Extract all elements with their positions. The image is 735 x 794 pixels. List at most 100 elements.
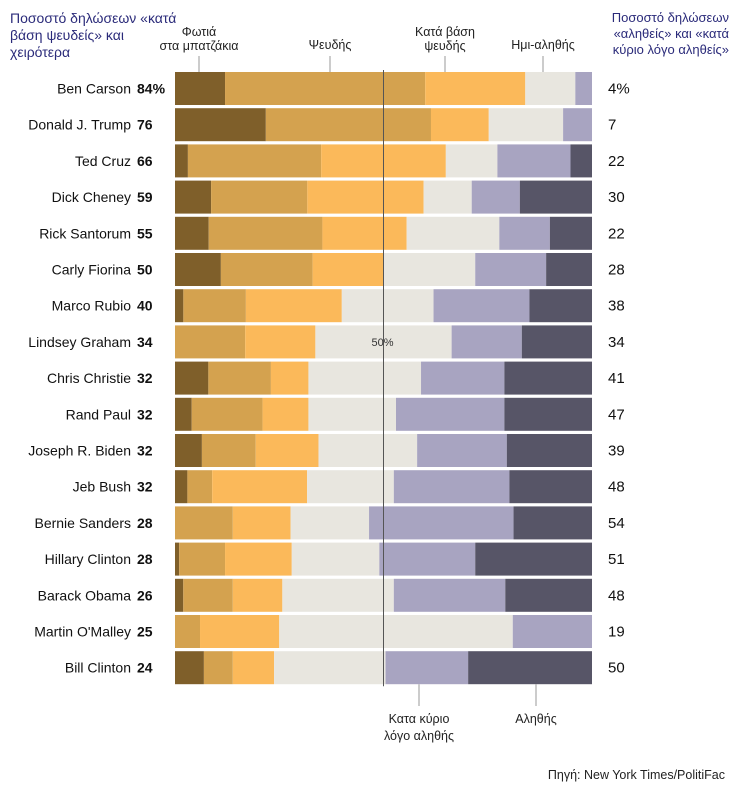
true-share-value: 7 [608, 117, 616, 134]
bar-segment [512, 615, 592, 648]
bar-segment [175, 72, 226, 105]
center-line-label: 50% [372, 337, 394, 349]
bar-segment [175, 361, 209, 395]
bar-segment [488, 108, 564, 142]
bar-segment [191, 397, 263, 431]
bar-segment [423, 180, 472, 214]
false-share-value: 84% [137, 81, 166, 97]
row-label: Barack Obama [38, 587, 132, 603]
bar-segment [312, 253, 384, 286]
bar-segment [433, 289, 530, 323]
bar-segment [383, 253, 476, 286]
true-share-value: 54 [608, 515, 625, 532]
bar-segment [379, 542, 476, 576]
bar-segment [509, 470, 592, 504]
bar-segment [175, 615, 201, 648]
false-share-value: 28 [137, 551, 153, 567]
row-label: Lindsey Graham [28, 334, 131, 350]
bar-segment [187, 144, 322, 178]
bar-segment [291, 542, 380, 576]
bar-segment [255, 434, 319, 467]
bar-segment [270, 361, 309, 395]
bar-segment [421, 361, 505, 395]
row-label: Jeb Bush [73, 479, 131, 495]
row-label: Rand Paul [66, 406, 131, 422]
false-share-value: 34 [137, 334, 153, 350]
false-share-value: 55 [137, 225, 153, 241]
bar-segment [201, 434, 256, 467]
bar-segment [279, 615, 513, 648]
bar-segment [570, 144, 592, 178]
row-label: Donald J. Trump [28, 117, 131, 133]
bar-segment [175, 144, 188, 178]
false-share-value: 40 [137, 298, 153, 314]
bar-segment [505, 578, 592, 612]
source-note: Πηγή: New York Times/PolitiFac [547, 768, 725, 782]
bar-segment [232, 506, 291, 540]
false-share-value: 32 [137, 406, 153, 422]
true-share-value: 48 [608, 479, 625, 496]
row-label: Ben Carson [57, 81, 131, 97]
bar-segment [445, 144, 498, 178]
true-share-value: 4% [608, 81, 630, 98]
bar-segment [245, 325, 316, 359]
left-column-title: Ποσοστό δηλώσεων «κατά βάση ψευδείς» και… [10, 10, 177, 60]
bar-segment [232, 578, 283, 612]
bar-segment [175, 651, 204, 685]
bar-segment [245, 289, 342, 323]
bar-segment [425, 72, 526, 105]
bar-segment [406, 216, 500, 250]
bar-segment [451, 325, 522, 359]
false-share-value: 28 [137, 515, 153, 531]
bar-segment [513, 506, 592, 540]
bar-segment [475, 542, 592, 576]
bar-segment [521, 325, 592, 359]
true-share-value: 22 [608, 153, 625, 170]
bar-segment [211, 180, 308, 214]
bar-segment [396, 397, 505, 431]
bar-segment [225, 542, 292, 576]
row-label: Carly Fiorina [52, 262, 132, 278]
segment-label-bottom: λόγο αληθής [384, 729, 454, 743]
true-share-value: 22 [608, 225, 625, 242]
segment-label-top: Κατά βάση [415, 25, 475, 39]
bar-segment [175, 578, 184, 612]
bar-segment [369, 506, 514, 540]
bar-segment [504, 397, 592, 431]
bar-segment [175, 180, 212, 214]
row-label: Martin O'Malley [34, 624, 131, 640]
true-share-value: 50 [608, 660, 625, 677]
bar-segment [212, 470, 308, 504]
false-share-value: 66 [137, 153, 153, 169]
false-share-value: 59 [137, 189, 153, 205]
row-label: Bernie Sanders [34, 515, 131, 531]
bar-segment [529, 289, 592, 323]
bar-segment [175, 216, 209, 250]
segment-label-top: Φωτιά [182, 25, 217, 39]
segment-label-top: στα μπατζάκια [160, 39, 239, 53]
bar-segment [307, 470, 394, 504]
segment-label-top: Ψευδής [309, 38, 352, 52]
bar-segment [200, 615, 280, 648]
bar-segment [282, 578, 394, 612]
false-share-value: 26 [137, 587, 153, 603]
bar-segment [274, 651, 386, 685]
bar-segment [179, 542, 226, 576]
true-share-value: 28 [608, 262, 625, 279]
row-label: Chris Christie [47, 370, 131, 386]
row-label: Bill Clinton [65, 660, 131, 676]
row-label: Joseph R. Biden [28, 443, 131, 459]
bar-segment [575, 72, 592, 105]
bar-segment [563, 108, 592, 142]
false-share-value: 25 [137, 624, 153, 640]
bar-segment [290, 506, 370, 540]
true-share-value: 34 [608, 334, 625, 351]
bar-segment [175, 253, 221, 286]
bar-segment [187, 470, 213, 504]
bar-segment [175, 434, 202, 467]
false-share-value: 32 [137, 479, 153, 495]
bar-segment [519, 180, 592, 214]
false-share-value: 76 [137, 117, 153, 133]
bar-segment [393, 470, 510, 504]
